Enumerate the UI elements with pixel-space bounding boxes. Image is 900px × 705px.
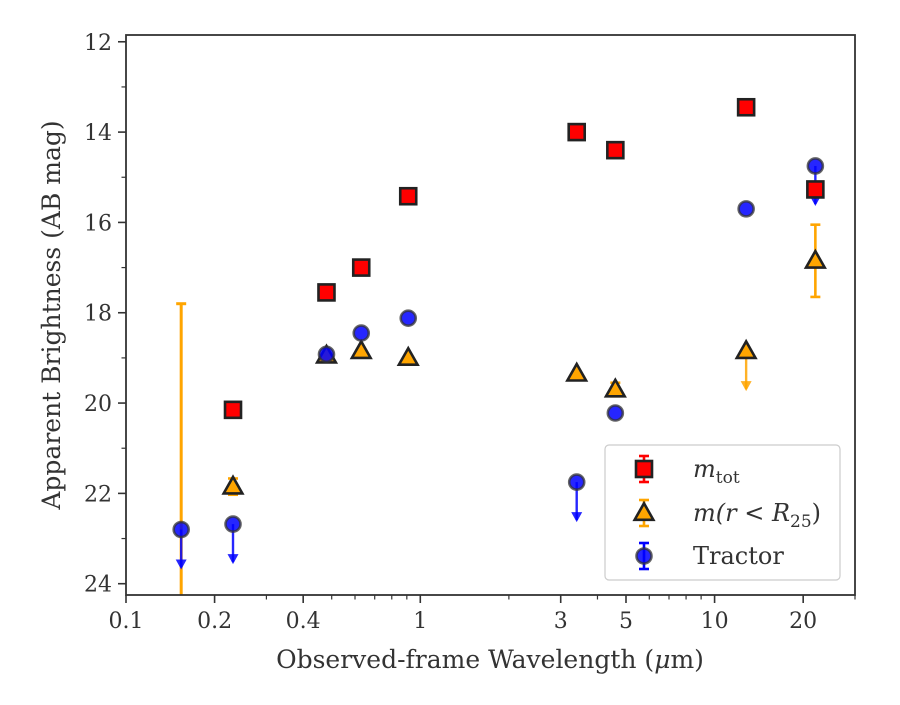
data-point-square: [317, 283, 336, 302]
legend-label-base: m: [693, 455, 716, 483]
data-point-square: [736, 97, 756, 117]
y-tick-label: 16: [84, 211, 112, 236]
legend-label-tail: ): [812, 499, 821, 527]
data-point-square: [806, 180, 825, 199]
legend: mtot m(r < R25) Tractor: [604, 444, 841, 581]
data-point-square: [351, 258, 371, 277]
y-tick-label: 22: [84, 482, 112, 507]
legend-box: [604, 444, 841, 581]
x-tick-label: 10: [701, 609, 729, 634]
data-point-circle: [606, 404, 625, 422]
data-point-circle: [737, 200, 755, 218]
legend-label: Tractor: [693, 542, 784, 570]
data-point-circle: [567, 473, 586, 491]
x-tick-label: 3: [554, 609, 568, 634]
legend-label: m(r < R25): [693, 499, 821, 532]
x-tick-label: 20: [789, 609, 817, 634]
data-point-triangle: [396, 345, 420, 366]
x-axis-title-suffix: m): [670, 645, 703, 674]
y-axis-title: Apparent Brightness (AB mag): [37, 120, 66, 510]
legend-label-sub: 25: [790, 512, 812, 532]
data-point-triangle: [603, 377, 627, 398]
y-tick-label: 24: [84, 573, 112, 598]
data-point-circle: [399, 309, 418, 327]
legend-marker-circle: [635, 547, 653, 565]
data-point-circle: [806, 157, 825, 175]
data-point-circle: [352, 324, 371, 342]
x-tick-label: 0.1: [109, 609, 144, 634]
y-tick-label: 12: [84, 31, 112, 56]
axes-layer: 0.1 0.2 0.4 1 3 5 10 20 12 14 16 18 20 22 24: [84, 31, 856, 634]
upper-limit-arrow-head: [227, 554, 239, 565]
legend-label-base: Tractor: [693, 542, 784, 570]
x-axis-title-prefix: Observed-frame Wavelength (: [276, 645, 654, 674]
data-point-circle: [317, 345, 336, 364]
x-tick-label: 0.2: [197, 609, 232, 634]
data-point-triangle: [349, 338, 373, 360]
y-tick-label: 18: [84, 302, 112, 327]
upper-limit-arrow-head: [740, 381, 752, 392]
data-point-circle: [172, 520, 190, 539]
markers-layer: [172, 97, 827, 539]
data-point-triangle: [221, 474, 245, 495]
x-axis-title-mu: μ: [654, 645, 670, 674]
x-tick-label: 1: [413, 609, 427, 634]
y-tick-label: 14: [84, 121, 112, 146]
data-point-square: [223, 400, 243, 420]
data-point-square: [606, 140, 625, 160]
legend-marker-triangle: [632, 500, 656, 522]
legend-marker-square: [634, 459, 654, 479]
data-point-square: [567, 122, 587, 142]
x-tick-label: 5: [619, 609, 633, 634]
legend-label-sub: tot: [716, 468, 740, 488]
data-point-triangle: [803, 248, 827, 269]
legend-label: mtot: [693, 455, 740, 488]
data-point-circle: [224, 515, 242, 533]
data-point-triangle: [565, 361, 589, 382]
legend-label-base: m(r < R: [693, 499, 790, 527]
data-point-triangle: [734, 338, 758, 360]
x-tick-label: 0.4: [286, 609, 321, 634]
upper-limit-arrow-head: [175, 559, 187, 570]
plot-frame: [125, 34, 856, 596]
data-point-square: [398, 186, 418, 206]
upper-limit-arrow-head: [571, 512, 583, 523]
x-axis-title: Observed-frame Wavelength (μm): [276, 645, 704, 674]
y-tick-label: 20: [84, 392, 112, 417]
